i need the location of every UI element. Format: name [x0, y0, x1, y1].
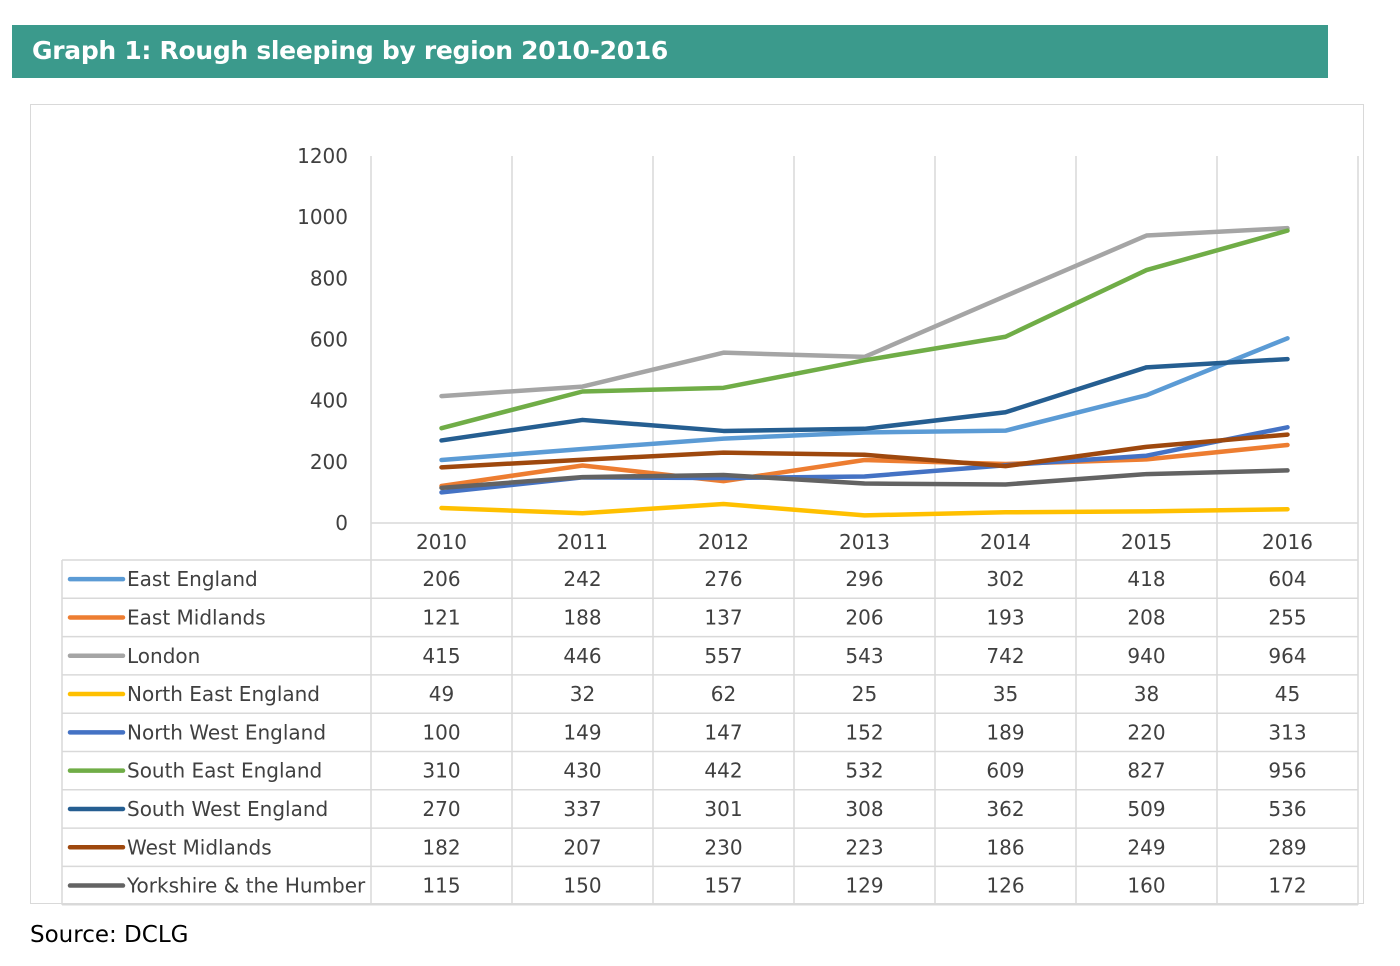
- data-label: 536: [1268, 797, 1306, 821]
- data-label: 115: [422, 874, 460, 898]
- legend-label: North East England: [127, 682, 320, 706]
- data-label: 337: [563, 797, 601, 821]
- y-tick-label: 600: [310, 328, 348, 352]
- data-label: 362: [986, 797, 1024, 821]
- data-label: 956: [1268, 759, 1306, 783]
- series-line-east-england: [439, 336, 1290, 463]
- series-line-east-midlands: [439, 442, 1290, 489]
- data-label: 160: [1127, 874, 1165, 898]
- data-label: 152: [845, 720, 883, 744]
- data-label: 742: [986, 644, 1024, 668]
- data-label: 827: [1127, 759, 1165, 783]
- data-label: 223: [845, 835, 883, 859]
- header-bar: Graph 1: Rough sleeping by region 2010-2…: [12, 25, 1328, 78]
- x-tick-label: 2015: [1121, 530, 1172, 554]
- series-line-north-east-england: [439, 501, 1290, 518]
- data-label: 188: [563, 605, 601, 629]
- data-label: 172: [1268, 874, 1306, 898]
- legend-label: Yorkshire & the Humber: [126, 874, 366, 898]
- data-label: 45: [1275, 682, 1300, 706]
- legend-label: East Midlands: [127, 605, 266, 629]
- data-label: 557: [704, 644, 742, 668]
- data-label: 418: [1127, 567, 1165, 591]
- series-line-london: [439, 225, 1290, 399]
- data-label: 49: [429, 682, 454, 706]
- data-label: 100: [422, 720, 460, 744]
- x-tick-label: 2011: [557, 530, 608, 554]
- legend-label: South East England: [127, 759, 322, 783]
- data-label: 147: [704, 720, 742, 744]
- data-label: 940: [1127, 644, 1165, 668]
- data-label: 121: [422, 605, 460, 629]
- data-label: 38: [1134, 682, 1159, 706]
- chart-title: Graph 1: Rough sleeping by region 2010-2…: [32, 36, 669, 65]
- data-label: 609: [986, 759, 1024, 783]
- data-label: 276: [704, 567, 742, 591]
- data-label: 207: [563, 835, 601, 859]
- data-label: 442: [704, 759, 742, 783]
- data-label: 62: [711, 682, 736, 706]
- data-label: 543: [845, 644, 883, 668]
- y-tick-label: 1200: [297, 144, 348, 168]
- data-label: 296: [845, 567, 883, 591]
- data-label: 157: [704, 874, 742, 898]
- data-label: 313: [1268, 720, 1306, 744]
- y-tick-label: 400: [310, 389, 348, 413]
- data-label: 230: [704, 835, 742, 859]
- data-label: 137: [704, 605, 742, 629]
- data-label: 270: [422, 797, 460, 821]
- data-label: 249: [1127, 835, 1165, 859]
- data-label: 308: [845, 797, 883, 821]
- data-label: 32: [570, 682, 595, 706]
- data-label: 208: [1127, 605, 1165, 629]
- data-label: 25: [852, 682, 877, 706]
- legend-label: North West England: [127, 720, 326, 744]
- data-label: 532: [845, 759, 883, 783]
- data-label: 242: [563, 567, 601, 591]
- data-label: 182: [422, 835, 460, 859]
- data-label: 255: [1268, 605, 1306, 629]
- legend-label: South West England: [127, 797, 328, 821]
- y-tick-label: 200: [310, 450, 348, 474]
- data-label: 446: [563, 644, 601, 668]
- series-line-south-west-england: [439, 356, 1290, 443]
- data-label: 509: [1127, 797, 1165, 821]
- x-tick-label: 2012: [698, 530, 749, 554]
- series-line-south-east-england: [439, 228, 1290, 431]
- x-tick-label: 2013: [839, 530, 890, 554]
- data-label: 220: [1127, 720, 1165, 744]
- data-label: 186: [986, 835, 1024, 859]
- data-label: 206: [845, 605, 883, 629]
- legend-label: London: [127, 644, 200, 668]
- data-label: 150: [563, 874, 601, 898]
- data-label: 289: [1268, 835, 1306, 859]
- data-label: 129: [845, 874, 883, 898]
- legend-label: East England: [127, 567, 258, 591]
- data-label: 193: [986, 605, 1024, 629]
- data-label: 604: [1268, 567, 1306, 591]
- data-label: 430: [563, 759, 601, 783]
- y-tick-label: 1000: [297, 205, 348, 229]
- data-label: 302: [986, 567, 1024, 591]
- data-label: 206: [422, 567, 460, 591]
- data-label: 964: [1268, 644, 1306, 668]
- y-tick-label: 0: [335, 511, 348, 535]
- source-note: Source: DCLG: [30, 922, 189, 948]
- x-tick-label: 2010: [416, 530, 467, 554]
- data-label: 301: [704, 797, 742, 821]
- data-label: 189: [986, 720, 1024, 744]
- chart-frame: [30, 104, 1364, 904]
- y-tick-label: 800: [310, 266, 348, 290]
- data-label: 35: [993, 682, 1018, 706]
- data-label: 310: [422, 759, 460, 783]
- series-line-yorkshire-the-humber: [439, 468, 1290, 491]
- data-label: 149: [563, 720, 601, 744]
- series-line-west-midlands: [439, 432, 1290, 470]
- data-label: 415: [422, 644, 460, 668]
- x-tick-label: 2016: [1262, 530, 1313, 554]
- legend-label: West Midlands: [127, 835, 272, 859]
- data-label: 126: [986, 874, 1024, 898]
- x-tick-label: 2014: [980, 530, 1031, 554]
